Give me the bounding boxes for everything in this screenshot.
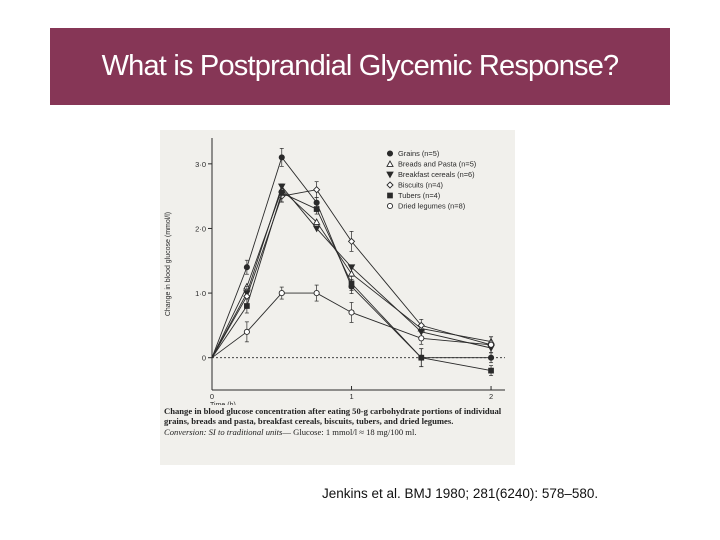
data-point <box>313 290 320 297</box>
legend-label: Breads and Pasta (n=5) <box>398 160 476 169</box>
y-tick-label: 1·0 <box>195 289 206 298</box>
data-point <box>347 264 356 272</box>
data-point <box>278 154 285 161</box>
figure-panel: 01·02·03·0012Time (h)Change in blood glu… <box>160 130 515 465</box>
legend-label: Grains (n=5) <box>398 149 439 158</box>
data-point <box>348 309 355 316</box>
data-point <box>243 328 250 335</box>
x-tick-label: 0 <box>210 392 214 401</box>
data-point <box>487 354 495 361</box>
y-tick-label: 0 <box>202 354 206 363</box>
data-point <box>312 218 321 225</box>
x-tick-label: 1 <box>349 392 353 401</box>
data-point <box>348 280 355 287</box>
legend-marker <box>386 202 394 210</box>
data-point <box>312 225 321 233</box>
y-axis-title: Change in blood glucose (mmol/l) <box>165 212 172 316</box>
series-6 <box>211 284 495 359</box>
data-point <box>313 206 320 212</box>
data-point <box>243 264 250 271</box>
citation: Jenkins et al. BMJ 1980; 281(6240): 578–… <box>322 486 599 501</box>
legend-label: Tubers (n=4) <box>398 191 440 200</box>
conversion-text: — Glucose: 1 mmol/l ≈ 18 mg/100 ml. <box>282 426 417 437</box>
data-point <box>347 237 356 246</box>
legend-label: Breakfast cereals (n=6) <box>398 170 475 179</box>
x-tick-label: 2 <box>489 392 493 401</box>
conversion-note: Conversion: SI to traditional units— Glu… <box>164 427 514 437</box>
series-2 <box>211 185 495 358</box>
figure-caption: Change in blood glucose concentration af… <box>164 406 514 437</box>
legend-marker <box>386 150 394 157</box>
y-tick-label: 2·0 <box>195 224 206 233</box>
data-point <box>313 186 321 194</box>
data-point <box>487 341 495 348</box>
slide-title: What is Postprandial Glycemic Response? <box>101 50 620 82</box>
data-point <box>278 290 285 297</box>
slide-title-bar: What is Postprandial Glycemic Response? <box>50 28 670 105</box>
data-point <box>418 335 425 342</box>
data-point <box>418 354 425 361</box>
legend: Grains (n=5) Breads and Pasta (n=5)Breakf… <box>386 149 476 211</box>
data-point <box>244 303 250 309</box>
data-point <box>347 269 356 277</box>
legend-label: Biscuits (n=4) <box>398 181 443 190</box>
legend-marker <box>386 181 394 189</box>
y-tick-label: 3·0 <box>195 160 206 169</box>
series-line <box>211 156 492 359</box>
x-axis-title: Time (h) <box>210 402 236 405</box>
data-point <box>278 190 285 196</box>
data-point <box>417 321 425 330</box>
legend-marker <box>386 160 394 167</box>
data-point <box>488 367 494 374</box>
legend-label: Dried legumes (n=8) <box>398 202 465 211</box>
caption-text: Change in blood glucose concentration af… <box>164 406 502 427</box>
legend-marker <box>386 171 394 179</box>
series-5 <box>211 183 494 376</box>
legend-marker <box>387 192 393 199</box>
conversion-label: Conversion: SI to traditional units <box>164 426 283 437</box>
glucose-chart: 0 1·0 2·0 3·0 0 1 2 Time (h) Change in blood glu… <box>165 138 505 405</box>
